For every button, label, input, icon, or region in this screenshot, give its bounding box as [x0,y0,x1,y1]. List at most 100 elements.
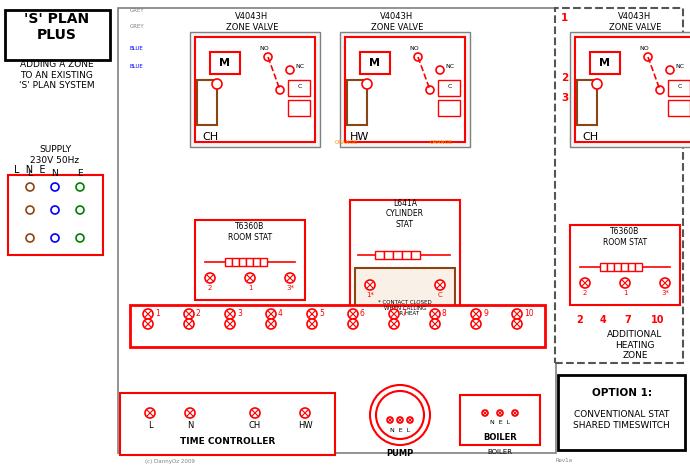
Bar [621,263,628,271]
Text: 1: 1 [561,13,569,23]
Text: M: M [600,58,611,68]
Text: * CONTACT CLOSED
WHEN CALLING
FOR HEAT: * CONTACT CLOSED WHEN CALLING FOR HEAT [378,300,432,316]
Circle shape [143,309,153,319]
Circle shape [430,309,440,319]
Circle shape [436,66,444,74]
Bar [349,102,365,118]
Text: BOILER: BOILER [488,449,513,455]
Circle shape [205,273,215,283]
Bar [246,258,253,266]
Text: 4: 4 [278,308,283,317]
Circle shape [250,408,260,418]
Bar [614,263,621,271]
Text: HW: HW [351,132,370,142]
Text: T6360B
ROOM STAT: T6360B ROOM STAT [228,222,272,241]
Text: GREY: GREY [130,7,145,13]
Circle shape [266,319,276,329]
Circle shape [435,280,445,290]
Text: ADDING A ZONE
TO AN EXISTING
'S' PLAN SYSTEM: ADDING A ZONE TO AN EXISTING 'S' PLAN SY… [19,60,95,90]
Text: GREY: GREY [130,24,145,29]
Text: CH: CH [202,132,218,142]
Text: M: M [219,58,230,68]
Text: BLUE: BLUE [130,65,144,70]
Text: C: C [678,85,682,89]
Text: 2: 2 [208,285,213,291]
Circle shape [580,278,590,288]
Circle shape [143,319,153,329]
Text: NO: NO [639,45,649,51]
Text: CONVENTIONAL STAT
SHARED TIMESWITCH: CONVENTIONAL STAT SHARED TIMESWITCH [573,410,670,430]
Bar [345,37,465,142]
Circle shape [471,309,481,319]
Bar [8,175,103,255]
Bar [590,52,620,74]
Bar [384,251,393,259]
Circle shape [266,309,276,319]
Circle shape [76,206,84,214]
Bar [195,37,315,142]
Bar [628,263,635,271]
Circle shape [212,79,222,89]
Text: 6: 6 [360,308,365,317]
Circle shape [389,319,399,329]
Bar [360,52,390,74]
Circle shape [497,410,503,416]
Bar [355,268,455,310]
Text: 1*: 1* [366,292,374,298]
Text: C: C [448,85,452,89]
Bar [225,258,232,266]
Text: 3: 3 [237,308,242,317]
Text: 3: 3 [561,93,569,103]
Text: 1: 1 [155,308,160,317]
Circle shape [245,273,255,283]
Circle shape [348,319,358,329]
Text: BLUE: BLUE [130,46,144,51]
Text: 7: 7 [401,308,406,317]
Text: 2: 2 [583,290,587,296]
Circle shape [512,319,522,329]
Bar [288,80,310,96]
Circle shape [512,309,522,319]
Text: C: C [298,85,302,89]
Text: 4: 4 [600,315,607,325]
Text: ADDITIONAL
HEATING
ZONE: ADDITIONAL HEATING ZONE [607,330,662,360]
Circle shape [185,408,195,418]
Text: NO: NO [409,45,419,51]
Text: 10: 10 [524,308,533,317]
Bar [402,251,411,259]
Bar [607,263,614,271]
Bar [197,80,217,125]
Bar [5,10,110,60]
Circle shape [51,183,59,191]
Bar [438,100,460,116]
Circle shape [362,79,372,89]
Circle shape [471,319,481,329]
Circle shape [184,309,194,319]
Text: NC: NC [676,64,684,68]
Circle shape [145,408,155,418]
Bar [347,80,367,125]
Circle shape [300,408,310,418]
Bar [460,395,540,445]
Text: CH: CH [582,132,598,142]
Circle shape [666,66,674,74]
Text: L: L [148,421,152,430]
Circle shape [512,410,518,416]
Text: 1: 1 [248,285,253,291]
Text: BOILER: BOILER [483,432,517,441]
Text: TIME CONTROLLER: TIME CONTROLLER [180,437,275,446]
Bar [288,100,310,116]
Text: C: C [437,292,442,298]
Circle shape [376,391,424,439]
Text: ORANGE: ORANGE [430,140,453,146]
Circle shape [430,319,440,329]
Text: Rev1a: Rev1a [555,459,572,463]
Bar [577,80,597,125]
Text: ORANGE: ORANGE [335,140,358,146]
Text: 3*: 3* [661,290,669,296]
Text: NO: NO [259,45,269,51]
Text: N  E  L: N E L [490,421,510,425]
Bar [411,251,420,259]
Circle shape [51,206,59,214]
Bar [349,82,365,98]
